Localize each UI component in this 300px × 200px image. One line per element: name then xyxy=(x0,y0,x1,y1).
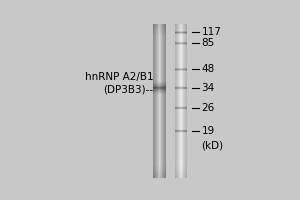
Text: 26: 26 xyxy=(201,103,215,113)
Text: 34: 34 xyxy=(201,83,215,93)
Text: (kD): (kD) xyxy=(201,141,224,151)
Text: 117: 117 xyxy=(201,27,221,37)
Text: (DP3B3)--: (DP3B3)-- xyxy=(103,84,154,94)
Text: hnRNP A2/B1: hnRNP A2/B1 xyxy=(85,72,154,82)
Text: 85: 85 xyxy=(201,38,215,48)
Text: 48: 48 xyxy=(201,64,215,74)
Text: 19: 19 xyxy=(201,126,215,136)
